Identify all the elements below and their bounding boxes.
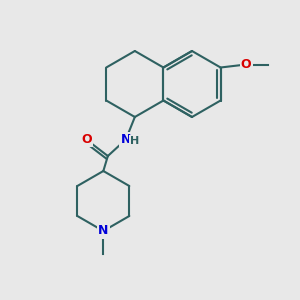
Text: O: O: [81, 133, 92, 146]
Text: N: N: [98, 224, 109, 238]
Text: H: H: [130, 136, 139, 146]
Text: O: O: [241, 58, 251, 71]
Text: N: N: [121, 133, 131, 146]
